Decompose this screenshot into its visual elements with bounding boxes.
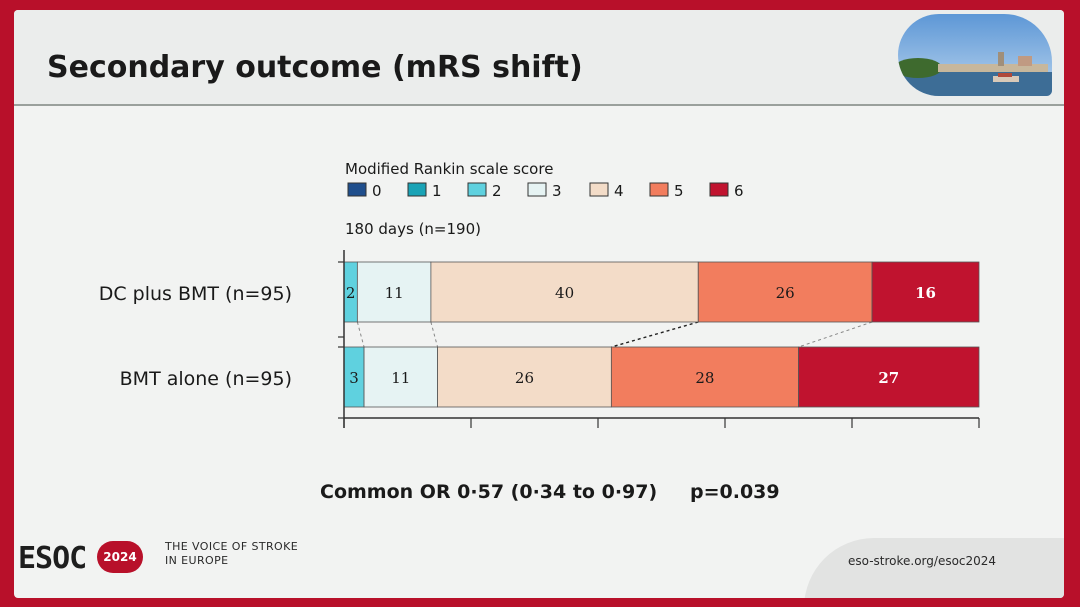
shift-connectors (356, 321, 873, 348)
bar-label-row2-mrs4: 26 (515, 369, 534, 387)
bar-label-row1-mrs5: 26 (776, 284, 795, 302)
row-labels: DC plus BMT (n=95) BMT alone (n=95) (99, 283, 292, 390)
river-photo (898, 14, 1052, 96)
bar-row2-mrs6 (798, 346, 980, 408)
slide-header (14, 10, 1064, 106)
legend-swatch-5 (649, 182, 669, 197)
tagline: THE VOICE OF STROKE IN EUROPE (165, 540, 325, 568)
esoc-logo: ESOC (18, 541, 87, 576)
p-value-text: p=0.039 (690, 481, 780, 503)
legend-swatch-4 (589, 182, 609, 197)
bar-label-row2-mrs5: 28 (695, 369, 714, 387)
x-axis (338, 250, 980, 428)
bar-label-row1-mrs3: 11 (385, 284, 404, 302)
common-or-text: Common OR 0·57 (0·34 to 0·97) (320, 481, 657, 503)
bar-row1-mrs4 (430, 261, 699, 323)
legend-label-2: 2 (492, 182, 502, 200)
legend-label-4: 4 (614, 182, 624, 200)
bar-label-row1-mrs2: 2 (346, 284, 356, 302)
tagline-line-1: THE VOICE OF STROKE (165, 540, 299, 553)
connector-mrs2 (356, 321, 365, 348)
legend-label-5: 5 (674, 182, 684, 200)
legend-swatch-2 (467, 182, 487, 197)
connector-mrs3 (430, 321, 439, 348)
footer-url: eso-stroke.org/esoc2024 (848, 554, 997, 568)
legend-label-1: 1 (432, 182, 442, 200)
bar-segments: 2 11 40 26 16 3 11 26 28 27 (343, 261, 980, 408)
bar-row2-mrs4 (437, 346, 612, 408)
bar-row1-mrs5 (697, 261, 873, 323)
bar-label-row1-mrs6: 16 (915, 284, 936, 302)
legend-label-6: 6 (734, 182, 744, 200)
chart-subtitle: 180 days (n=190) (345, 220, 481, 238)
legend-label-0: 0 (372, 182, 382, 200)
legend-label-3: 3 (552, 182, 562, 200)
legend: 0 1 2 3 4 5 6 (347, 182, 744, 200)
slide-title: Secondary outcome (mRS shift) (47, 50, 583, 85)
year-badge: 2024 (97, 541, 143, 573)
connector-mrs5 (798, 321, 873, 348)
bar-row2-mrs3 (363, 346, 438, 408)
tagline-line-2: IN EUROPE (165, 554, 229, 567)
row-label-1: DC plus BMT (n=95) (99, 283, 292, 305)
bar-label-row2-mrs6: 27 (878, 369, 899, 387)
connector-mrs4 (611, 321, 699, 348)
bar-row1-mrs3 (356, 261, 432, 323)
legend-swatch-0 (347, 182, 367, 197)
legend-swatch-6 (709, 182, 729, 197)
bar-label-row1-mrs4: 40 (555, 284, 574, 302)
bar-label-row2-mrs3: 11 (391, 369, 410, 387)
header-divider (14, 104, 1064, 106)
bar-label-row2-mrs2: 3 (349, 369, 359, 387)
bar-row2-mrs5 (610, 346, 799, 408)
legend-swatch-3 (527, 182, 547, 197)
legend-swatch-1 (407, 182, 427, 197)
bar-row1-mrs6 (871, 261, 980, 323)
footer-band (804, 538, 1064, 598)
legend-title: Modified Rankin scale score (345, 160, 553, 178)
row-label-2: BMT alone (n=95) (120, 368, 292, 390)
